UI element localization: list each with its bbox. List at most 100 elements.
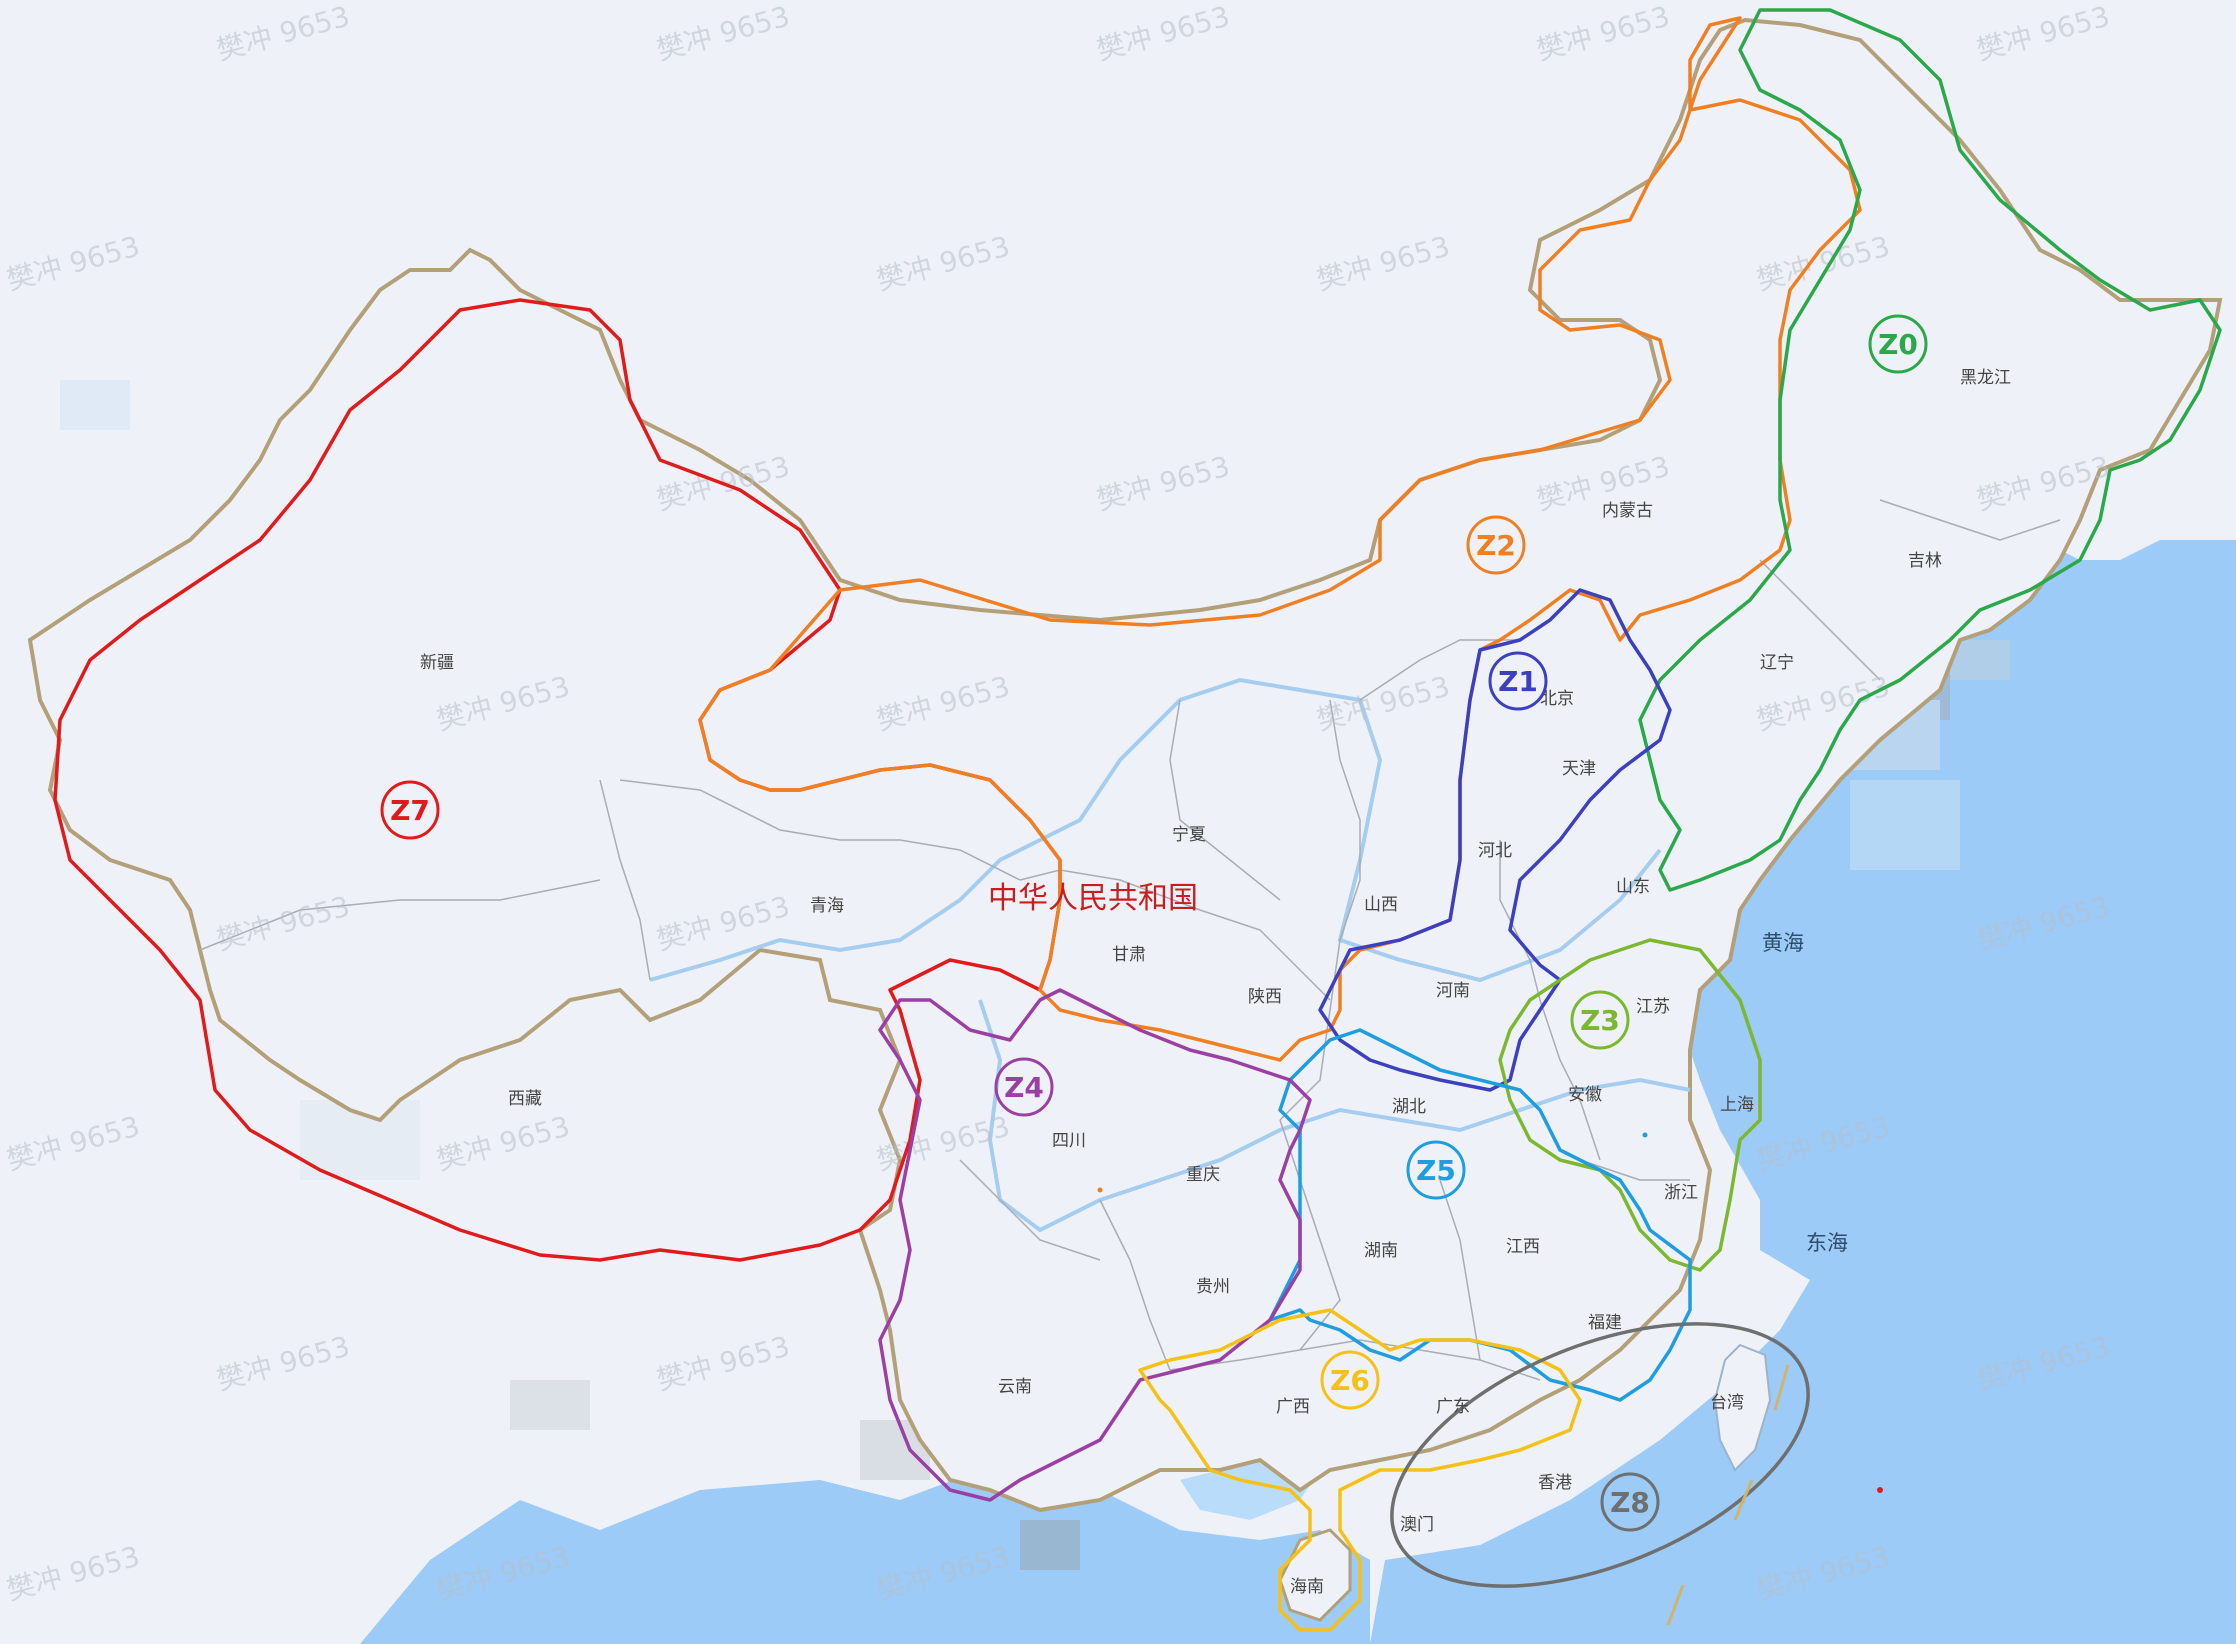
label-jiangsu: 江苏: [1636, 997, 1670, 1017]
label-jiangxi: 江西: [1506, 1237, 1540, 1257]
label-shanghai: 上海: [1720, 1095, 1754, 1115]
label-shandong: 山东: [1616, 877, 1650, 897]
south-sea-water: [360, 1470, 1370, 1644]
city-dot: [1642, 1132, 1648, 1138]
province-borders: [199, 499, 2061, 1381]
province-border: [1329, 699, 1361, 941]
east-sea-water: [1370, 540, 2236, 1644]
zone-marker-circle: [1600, 1472, 1660, 1532]
zone-boundaries: [53, 8, 2222, 1632]
zone-boundary-z0: [1638, 8, 2222, 892]
watermark-text: 樊冲 9653: [433, 1110, 573, 1177]
zone-marker-label: Z8: [1610, 1486, 1650, 1519]
zone-marker-label: Z1: [1498, 665, 1538, 698]
watermark-text: 樊冲 9653: [3, 1540, 143, 1607]
zone-marker-circle: [380, 780, 440, 840]
island-markers: [1097, 1132, 1883, 1626]
label-qinghai: 青海: [810, 896, 844, 916]
watermark-text: 樊冲 9653: [1093, 450, 1233, 517]
yellow-river: [649, 677, 1662, 983]
zone-marker-z6: Z6: [1320, 1350, 1380, 1410]
province-border: [1579, 1159, 1690, 1181]
province-border: [1759, 559, 1881, 681]
zone-marker-z0: Z0: [1868, 314, 1928, 374]
zone-boundary-z4: [878, 988, 1312, 1502]
label-tianjin: 天津: [1562, 759, 1596, 779]
province-border: [1359, 639, 1520, 701]
label-hubei: 湖北: [1392, 1097, 1426, 1117]
taiwan-island: [1713, 1343, 1772, 1472]
island-dot: [1877, 1487, 1883, 1493]
province-labels: 黑龙江 吉林 辽宁 内蒙古 北京 天津 河北 山西 山东 河南 宁夏 甘肃 陕西…: [420, 368, 2011, 1597]
label-hunan: 湖南: [1364, 1241, 1398, 1261]
zone-marker-z1: Z1: [1488, 651, 1548, 711]
label-guangdong: 广东: [1436, 1397, 1470, 1417]
watermark-text: 樊冲 9653: [1313, 230, 1453, 297]
label-huanghai: 黄海: [1762, 931, 1804, 955]
zone-boundary-z3: [1498, 938, 1762, 1272]
label-xizang: 西藏: [508, 1089, 542, 1109]
label-gansu: 甘肃: [1112, 945, 1146, 965]
province-border: [1879, 499, 2061, 541]
zone-marker-label: Z4: [1004, 1071, 1044, 1104]
province-border: [1439, 1179, 1481, 1361]
label-shaanxi: 陕西: [1248, 987, 1282, 1007]
label-fujian: 福建: [1588, 1313, 1622, 1333]
label-donghai: 东海: [1806, 1231, 1848, 1255]
yangtze-river: [978, 999, 1691, 1233]
watermark-text: 樊冲 9653: [873, 230, 1013, 297]
label-taiwan: 台湾: [1710, 1393, 1744, 1413]
watermark-text: 樊冲 9653: [653, 0, 793, 67]
province-border: [599, 779, 651, 981]
zone-marker-circle: [1868, 314, 1928, 374]
label-henan: 河南: [1436, 981, 1470, 1001]
label-xinjiang: 新疆: [420, 653, 454, 673]
china-land: [27, 17, 2223, 1513]
label-sichuan: 四川: [1052, 1131, 1086, 1151]
zone-marker-label: Z5: [1416, 1154, 1456, 1187]
watermark-text: 樊冲 9653: [3, 230, 143, 297]
label-guizhou: 贵州: [1196, 1277, 1230, 1297]
zone-marker-circle: [994, 1057, 1054, 1117]
label-heilongjiang: 黑龙江: [1960, 368, 2011, 388]
watermark-text: 樊冲 9653: [213, 0, 353, 67]
zone-marker-z7: Z7: [380, 780, 440, 840]
island-dash: [1773, 1364, 1790, 1411]
province-border: [959, 1159, 1101, 1261]
province-border: [1019, 869, 1331, 1001]
zone-boundary-z1: [1318, 588, 1672, 1092]
zone-marker-z3: Z3: [1570, 990, 1630, 1050]
label-hongkong: 香港: [1538, 1473, 1572, 1493]
province-border: [1169, 1339, 1541, 1381]
province-border: [1499, 840, 1541, 1001]
province-border: [199, 879, 601, 951]
label-liaoning: 辽宁: [1760, 653, 1794, 673]
province-border: [1279, 1119, 1341, 1351]
zone-marker-circle: [1466, 515, 1526, 575]
zone-marker-z8: Z8: [1600, 1472, 1660, 1532]
label-yunnan: 云南: [998, 1377, 1032, 1397]
zone-boundary-z6: [1138, 1308, 1582, 1632]
watermark-text: 樊冲 9653: [213, 1330, 353, 1397]
watermark-text: 樊冲 9653: [1533, 0, 1673, 67]
label-macau: 澳门: [1400, 1515, 1434, 1535]
rivers: [649, 677, 1691, 1233]
zone-markers: Z0 Z1 Z2 Z3 Z4 Z5 Z6 Z7 Z8: [380, 314, 1928, 1532]
province-border: [619, 779, 1021, 881]
zone-marker-label: Z0: [1878, 328, 1918, 361]
zone-boundary-z2: [698, 16, 1862, 1062]
province-border: [1169, 699, 1281, 901]
label-shanxi: 山西: [1364, 895, 1398, 915]
province-border: [1099, 1199, 1171, 1371]
watermark-text: 樊冲 9653: [3, 1110, 143, 1177]
zone-boundary-z8: [1390, 1322, 1810, 1588]
island-dash: [1666, 1584, 1685, 1626]
zone-marker-circle: [1488, 651, 1548, 711]
label-chongqing: 重庆: [1186, 1165, 1220, 1185]
zone-marker-label: Z2: [1476, 529, 1516, 562]
watermark-text: 樊冲 9653: [653, 1330, 793, 1397]
city-dot: [1097, 1187, 1103, 1193]
label-hainan: 海南: [1290, 1577, 1324, 1597]
